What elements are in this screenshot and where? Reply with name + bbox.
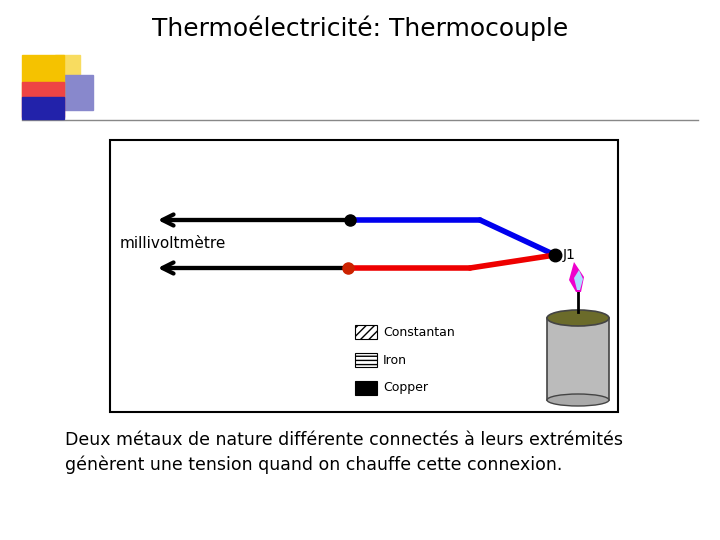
Ellipse shape bbox=[547, 310, 609, 326]
Ellipse shape bbox=[547, 394, 609, 406]
Text: Thermoélectricité: Thermocouple: Thermoélectricité: Thermocouple bbox=[152, 15, 568, 40]
Bar bbox=[22, 97, 64, 119]
Polygon shape bbox=[574, 270, 583, 290]
Text: Copper: Copper bbox=[383, 381, 428, 395]
Text: Deux métaux de nature différente connectés à leurs extrémités: Deux métaux de nature différente connect… bbox=[65, 431, 623, 449]
Polygon shape bbox=[569, 262, 584, 292]
Text: millivoltmètre: millivoltmètre bbox=[120, 237, 226, 252]
Bar bbox=[547, 318, 609, 400]
Bar bbox=[55, 55, 80, 97]
Bar bbox=[355, 325, 377, 339]
Bar bbox=[355, 353, 377, 367]
Bar bbox=[110, 140, 618, 412]
Bar bbox=[355, 381, 377, 395]
Text: J1: J1 bbox=[563, 248, 576, 262]
Bar bbox=[22, 82, 64, 117]
Text: Constantan: Constantan bbox=[383, 326, 455, 339]
Bar bbox=[55, 75, 93, 110]
Bar bbox=[22, 55, 64, 97]
Text: génèrent une tension quand on chauffe cette connexion.: génèrent une tension quand on chauffe ce… bbox=[65, 456, 562, 474]
Text: Iron: Iron bbox=[383, 354, 407, 367]
